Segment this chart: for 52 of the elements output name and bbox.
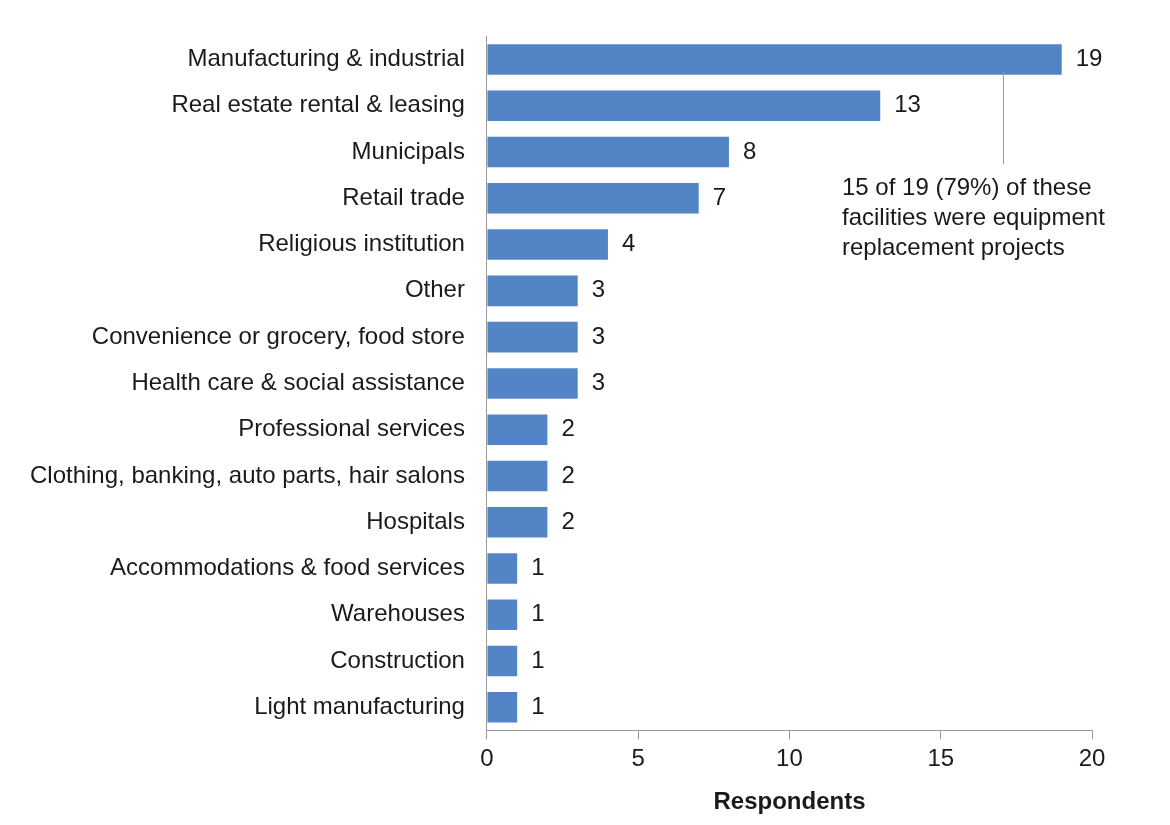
y-tick-label: Light manufacturing (254, 691, 465, 719)
data-label: 13 (894, 90, 921, 118)
x-tick-label: 10 (776, 744, 803, 772)
bar (487, 645, 518, 677)
bar (487, 599, 518, 630)
y-tick-label: Accommodations & food services (110, 553, 465, 581)
data-label: 3 (591, 275, 606, 303)
data-label: 19 (1075, 44, 1103, 72)
x-axis-title: Respondents (713, 787, 866, 815)
y-tick-label: Retail trade (342, 182, 465, 210)
y-tick-label: Religious institution (258, 229, 465, 257)
x-tick-label: 20 (1078, 744, 1106, 772)
y-tick-label: Professional services (238, 414, 465, 442)
data-label: 1 (531, 599, 545, 627)
data-label: 3 (591, 321, 606, 349)
bar (487, 90, 881, 122)
y-tick-label: Municipals (351, 136, 465, 164)
bar (487, 692, 518, 723)
y-tick-label: Construction (330, 645, 465, 673)
data-label: 1 (531, 645, 545, 673)
data-label: 4 (621, 229, 636, 257)
data-label: 7 (712, 182, 727, 210)
bar (487, 44, 1062, 75)
bar (487, 136, 729, 168)
data-label: 2 (561, 414, 575, 442)
data-label: 1 (531, 553, 545, 581)
y-tick-label: Clothing, banking, auto parts, hair salons (29, 460, 465, 488)
x-tick-label: 15 (927, 744, 955, 772)
bar (487, 321, 578, 353)
y-tick-label: Convenience or grocery, food store (91, 321, 465, 349)
bar (487, 460, 548, 492)
bar (487, 229, 608, 260)
bar (487, 275, 578, 307)
y-tick-label: Health care & social assistance (131, 368, 465, 396)
data-label: 8 (742, 136, 757, 164)
annotation: 15 of 19 (79%) of these facilities were equipment replacement projects (842, 172, 1106, 262)
data-label: 2 (561, 506, 575, 534)
y-tick-label: Real estate rental & leasing (171, 90, 465, 118)
bar (487, 414, 548, 445)
data-label: 1 (531, 691, 545, 719)
y-tick-label: Hospitals (366, 506, 465, 534)
data-label: 3 (591, 368, 606, 396)
bar (487, 183, 699, 214)
data-label: 2 (561, 460, 575, 488)
bar (487, 368, 578, 399)
y-tick-label: Warehouses (331, 599, 465, 627)
bar (487, 506, 548, 538)
x-tick-label: 0 (480, 744, 494, 772)
y-tick-label: Manufacturing & industrial (187, 44, 465, 72)
bar (487, 553, 518, 584)
x-tick-label: 5 (631, 744, 645, 772)
y-tick-label: Other (404, 275, 465, 303)
